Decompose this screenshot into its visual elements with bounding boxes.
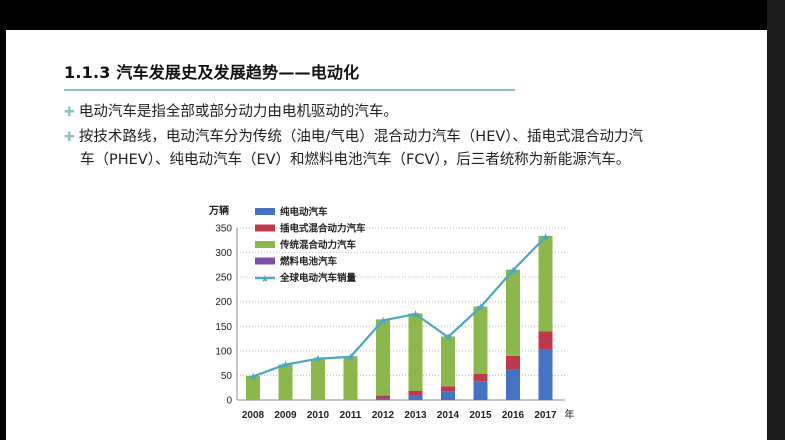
legend-swatch — [255, 208, 275, 215]
bar-纯电动汽车 — [376, 398, 390, 400]
bar-传统混合动力汽车 — [506, 269, 520, 356]
y-tick-label: 250 — [215, 273, 232, 284]
line-marker-star: ★ — [508, 264, 518, 277]
bullet-text: 电动汽车是指全部或部分动力由电机驱动的汽车。 — [78, 104, 398, 120]
bullet-2: ✚ 按技术路线，电动汽车分为传统（油电/气电）混合动力汽车（HEV）、插电式混合动… — [64, 126, 724, 171]
y-axis-label: 万辆 — [208, 204, 229, 217]
bullet-text-cont: 车（PHEV）、纯电动汽车（EV）和燃料电池汽车（FCV），后三者统称为新能源汽… — [80, 152, 631, 168]
x-tick-label: 2011 — [340, 410, 362, 421]
y-tick-label: 100 — [215, 346, 232, 357]
slide-title: 1.1.3 汽车发展史及发展趋势——电动化 — [64, 63, 360, 82]
bar-纯电动汽车 — [441, 391, 455, 400]
bar-插电式混合动力汽车 — [376, 395, 390, 399]
x-tick-label: 2017 — [534, 410, 557, 421]
x-tick-label: 2013 — [404, 410, 427, 421]
bar-传统混合动力汽车 — [311, 358, 325, 400]
line-marker-star: ★ — [443, 331, 453, 344]
line-marker-star: ★ — [541, 231, 551, 244]
bar-传统混合动力汽车 — [441, 336, 455, 387]
legend-label: 全球电动汽车销量 — [279, 272, 357, 284]
bar-传统混合动力汽车 — [278, 364, 293, 400]
bullet-text: 按技术路线，电动汽车分为传统（油电/气电）混合动力汽车（HEV）、插电式混合动力… — [78, 129, 644, 145]
legend-swatch — [255, 257, 275, 265]
x-tick-label: 2010 — [307, 410, 330, 421]
x-tick-label: 2015 — [469, 410, 492, 421]
line-marker-star: ★ — [313, 353, 323, 366]
legend-star-icon: ★ — [261, 274, 270, 285]
legend-swatch — [255, 241, 275, 248]
bar-传统混合动力汽车 — [538, 235, 553, 332]
line-marker-star: ★ — [346, 351, 356, 364]
legend-swatch — [255, 224, 275, 232]
bar-传统混合动力汽车 — [246, 375, 260, 400]
line-marker-star: ★ — [411, 308, 421, 321]
x-tick-label: 2014 — [437, 410, 460, 421]
bar-纯电动汽车 — [538, 349, 553, 400]
legend-label: 插电式混合动力汽车 — [280, 223, 366, 235]
x-tick-label: 2009 — [274, 410, 297, 421]
bar-插电式混合动力汽车 — [441, 386, 455, 392]
bar-纯电动汽车 — [473, 381, 488, 400]
line-marker-star: ★ — [281, 359, 291, 372]
bar-纯电动汽车 — [506, 369, 520, 400]
y-tick-label: 50 — [221, 371, 233, 382]
y-tick-label: 150 — [215, 322, 232, 333]
bar-插电式混合动力汽车 — [473, 373, 488, 382]
bar-插电式混合动力汽车 — [408, 390, 423, 396]
x-tick-label: 2016 — [502, 410, 525, 421]
green-cross-icon: ✚ — [64, 105, 75, 120]
scrollbar-strip — [767, 0, 785, 440]
legend-label: 传统混合动力汽车 — [279, 239, 357, 251]
bar-纯电动汽车 — [408, 395, 423, 400]
line-marker-star: ★ — [476, 301, 486, 314]
bar-插电式混合动力汽车 — [538, 331, 553, 350]
y-tick-label: 350 — [215, 224, 232, 235]
x-tick-label: 2008 — [242, 410, 265, 421]
x-axis-label: 年 — [565, 408, 575, 421]
bar-传统混合动力汽车 — [408, 313, 423, 391]
bar-传统混合动力汽车 — [343, 356, 358, 400]
bullet-1: ✚ 电动汽车是指全部或部分动力由电机驱动的汽车。 — [64, 101, 398, 124]
y-tick-label: 200 — [215, 297, 232, 308]
y-tick-label: 0 — [226, 396, 232, 407]
line-marker-star: ★ — [378, 314, 388, 327]
bar-传统混合动力汽车 — [376, 319, 390, 396]
y-tick-label: 300 — [215, 248, 232, 259]
title-underline — [64, 89, 515, 91]
green-cross-icon: ✚ — [64, 130, 75, 145]
legend-label: 燃料电池汽车 — [280, 256, 338, 268]
bar-插电式混合动力汽车 — [506, 355, 520, 370]
bar-传统混合动力汽车 — [473, 306, 488, 374]
total-sales-line — [252, 236, 547, 378]
x-tick-label: 2012 — [372, 410, 395, 421]
legend-label: 纯电动汽车 — [280, 206, 328, 218]
line-marker-star: ★ — [248, 370, 258, 383]
